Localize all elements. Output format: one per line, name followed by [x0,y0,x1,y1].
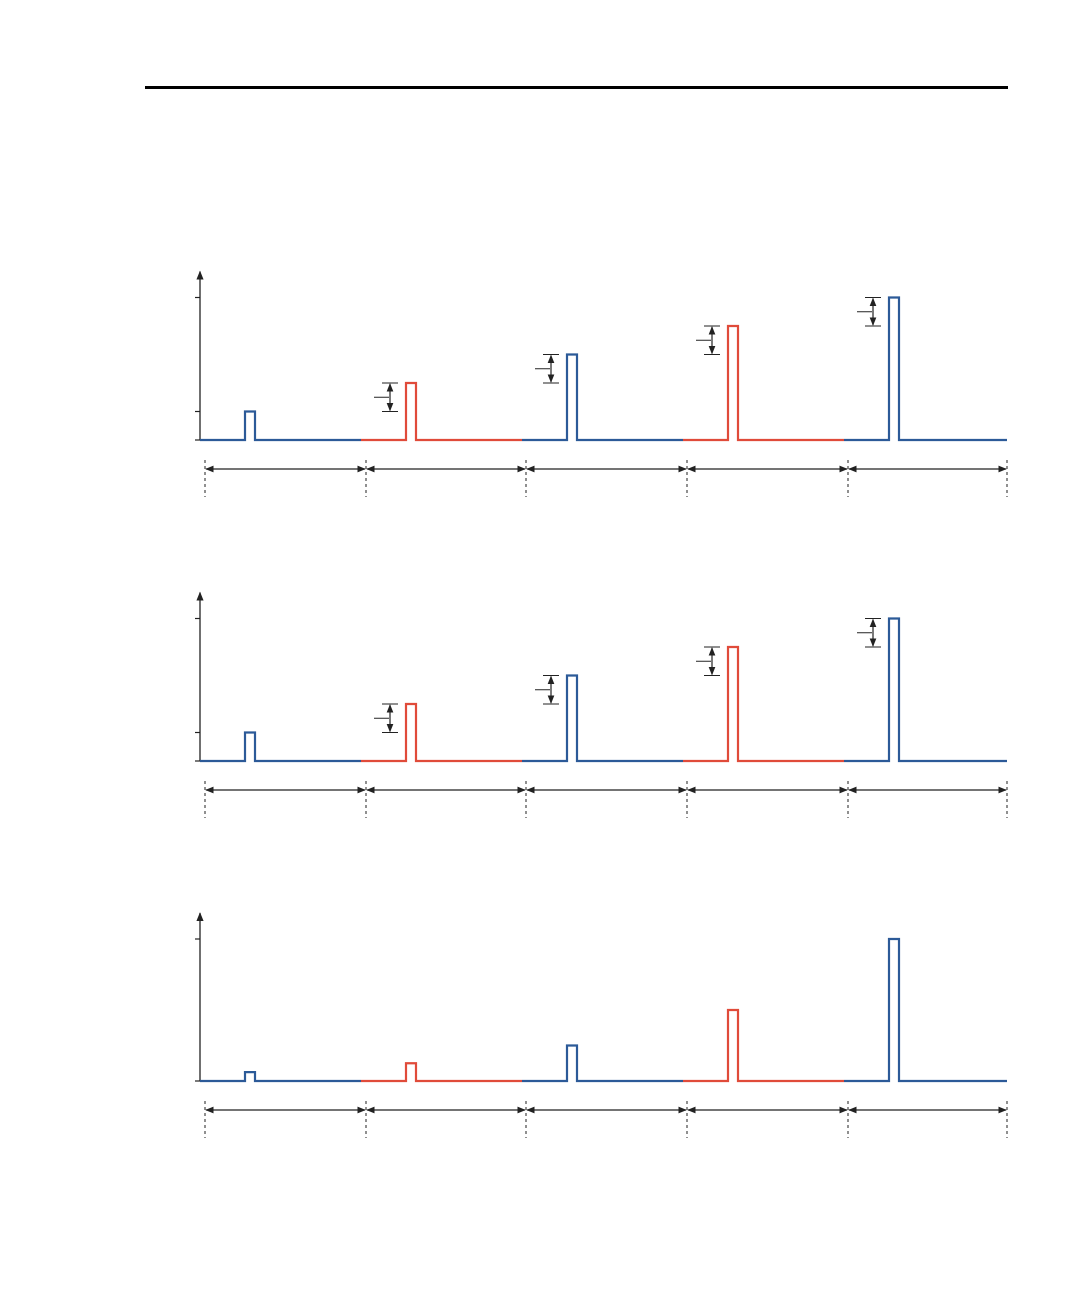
pulse-4 [683,1008,844,1083]
pulse-5 [844,296,1007,442]
panel-1 [195,270,1008,497]
page-header-rule [145,86,1008,89]
pulse-1 [200,731,361,763]
pulse-3 [522,674,683,763]
pulse-2 [361,702,522,763]
pulse-5 [844,937,1007,1083]
pulse-3 [522,1044,683,1083]
pulse-2 [361,1062,522,1083]
panel-3 [195,912,1008,1138]
panel-2 [195,591,1008,818]
pulse-1 [200,1071,361,1083]
pulse-2 [361,381,522,442]
pulse-1 [200,410,361,442]
pulse-4 [683,645,844,763]
pulse-4 [683,324,844,442]
pulse-5 [844,617,1007,763]
pulse-3 [522,353,683,442]
